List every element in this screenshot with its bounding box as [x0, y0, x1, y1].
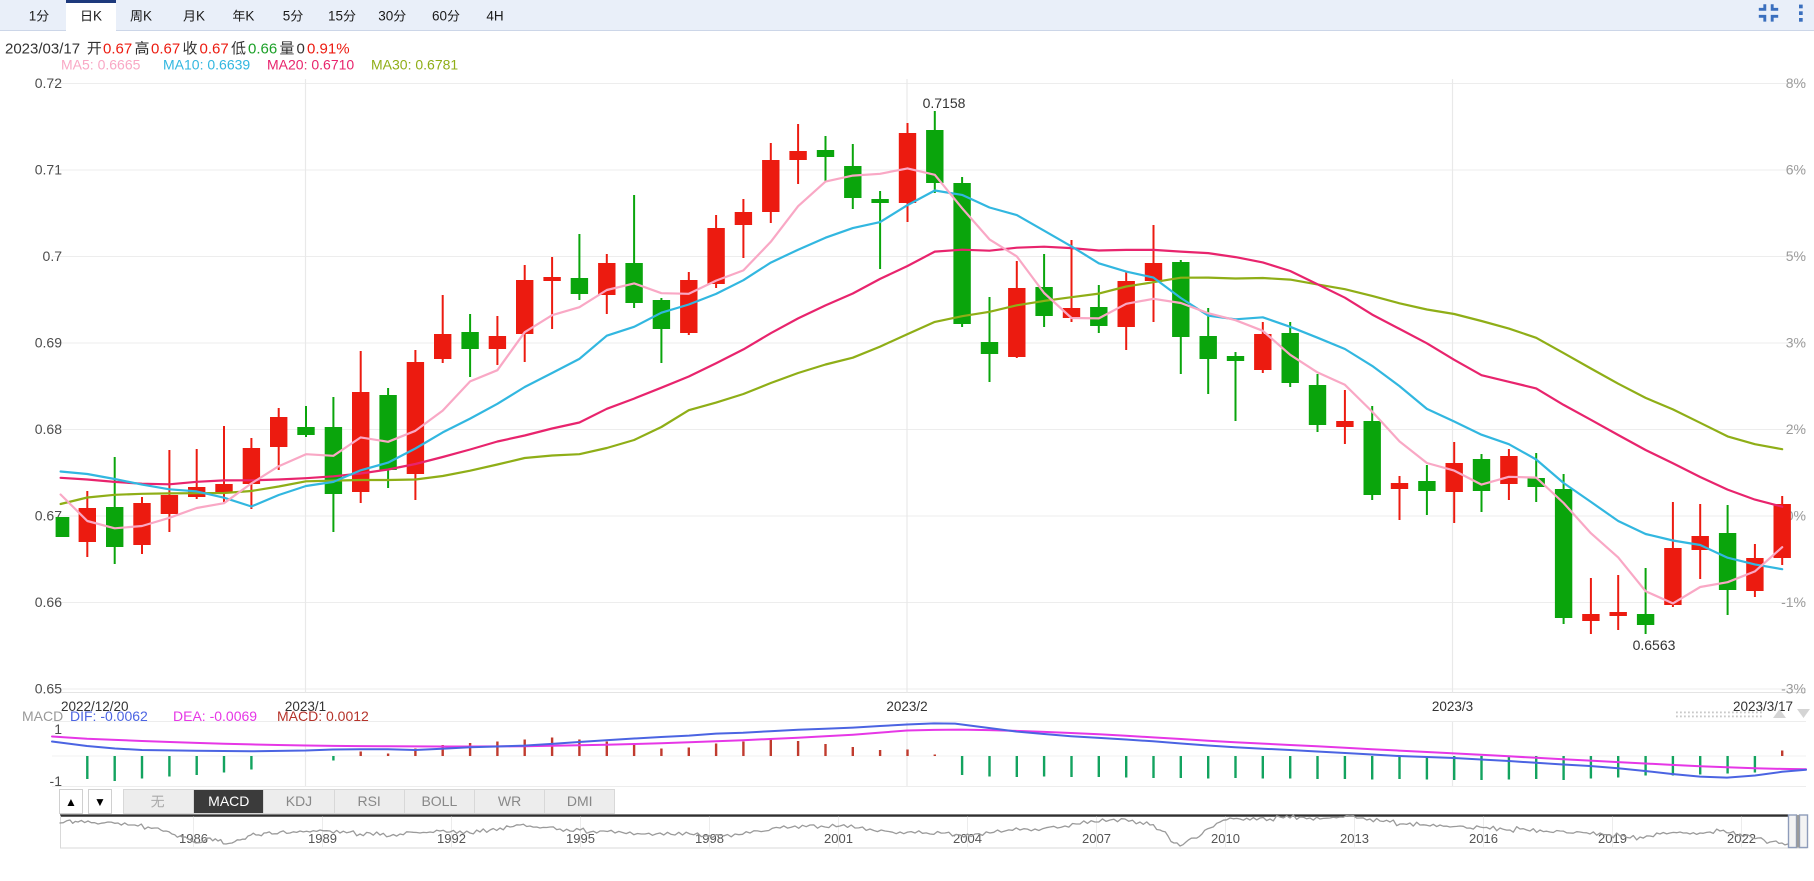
svg-text:2023/3: 2023/3	[1432, 699, 1473, 714]
svg-text:MA20: 0.6710: MA20: 0.6710	[267, 57, 354, 73]
svg-text:30: 30	[378, 9, 393, 24]
svg-text:0.91%: 0.91%	[307, 41, 350, 58]
svg-text:1: 1	[29, 9, 37, 24]
svg-text:3%: 3%	[1786, 335, 1806, 351]
svg-text:2013: 2013	[1340, 831, 1369, 846]
svg-text:0.69: 0.69	[35, 335, 62, 351]
svg-text:K: K	[245, 9, 254, 24]
svg-text:4H: 4H	[486, 9, 503, 24]
svg-text:2007: 2007	[1082, 831, 1111, 846]
svg-text:0.66: 0.66	[35, 594, 62, 610]
svg-text:1: 1	[54, 721, 62, 737]
svg-text:2%: 2%	[1786, 421, 1806, 437]
svg-text:0.67: 0.67	[103, 41, 132, 58]
svg-text:-3%: -3%	[1781, 681, 1806, 697]
svg-text:2023/1: 2023/1	[285, 699, 326, 714]
svg-text:0.67: 0.67	[200, 41, 229, 58]
svg-text:2019: 2019	[1598, 831, 1627, 846]
svg-text:15: 15	[328, 9, 343, 24]
svg-text:2022/12/20: 2022/12/20	[61, 699, 129, 714]
svg-text:MA5: 0.6665: MA5: 0.6665	[61, 57, 141, 73]
svg-text:1986: 1986	[179, 831, 208, 846]
svg-text:-1%: -1%	[1781, 594, 1806, 610]
svg-text:-1: -1	[50, 773, 63, 789]
svg-text:K: K	[143, 9, 152, 24]
svg-text:1995: 1995	[566, 831, 595, 846]
svg-text:5%: 5%	[1786, 248, 1806, 264]
svg-text:0: 0	[297, 41, 305, 58]
svg-text:2023/2: 2023/2	[886, 699, 927, 714]
svg-text:K: K	[196, 9, 205, 24]
svg-text:0.71: 0.71	[35, 162, 62, 178]
svg-text:K: K	[93, 9, 102, 24]
svg-text:2001: 2001	[824, 831, 853, 846]
svg-text:5: 5	[283, 9, 291, 24]
svg-text:2016: 2016	[1469, 831, 1498, 846]
svg-text:1989: 1989	[308, 831, 337, 846]
svg-text:2010: 2010	[1211, 831, 1240, 846]
svg-text:0.72: 0.72	[35, 75, 62, 91]
svg-text:MA10: 0.6639: MA10: 0.6639	[163, 57, 250, 73]
svg-text:0.67: 0.67	[151, 41, 180, 58]
svg-text:0.65: 0.65	[35, 681, 62, 697]
svg-text:1998: 1998	[695, 831, 724, 846]
svg-text:0.66: 0.66	[248, 41, 277, 58]
svg-text:2022: 2022	[1727, 831, 1756, 846]
svg-text:60: 60	[432, 9, 447, 24]
svg-text:MA30: 0.6781: MA30: 0.6781	[371, 57, 458, 73]
svg-text:0.67: 0.67	[35, 508, 62, 524]
svg-text:6%: 6%	[1786, 162, 1806, 178]
svg-text:2023/03/17: 2023/03/17	[5, 41, 80, 58]
svg-text:MACD: 0.0012: MACD: 0.0012	[277, 708, 369, 724]
svg-text:0.6563: 0.6563	[1633, 637, 1676, 653]
svg-text:0.68: 0.68	[35, 421, 62, 437]
svg-text:2023/3/17: 2023/3/17	[1733, 699, 1793, 714]
svg-text:MACD: MACD	[22, 708, 63, 724]
svg-text:DEA: -0.0069: DEA: -0.0069	[173, 708, 257, 724]
svg-text:1992: 1992	[437, 831, 466, 846]
svg-text:0.7: 0.7	[43, 248, 63, 264]
svg-text:8%: 8%	[1786, 75, 1806, 91]
svg-text:0.7158: 0.7158	[923, 95, 966, 111]
svg-text:DIF: -0.0062: DIF: -0.0062	[70, 708, 148, 724]
